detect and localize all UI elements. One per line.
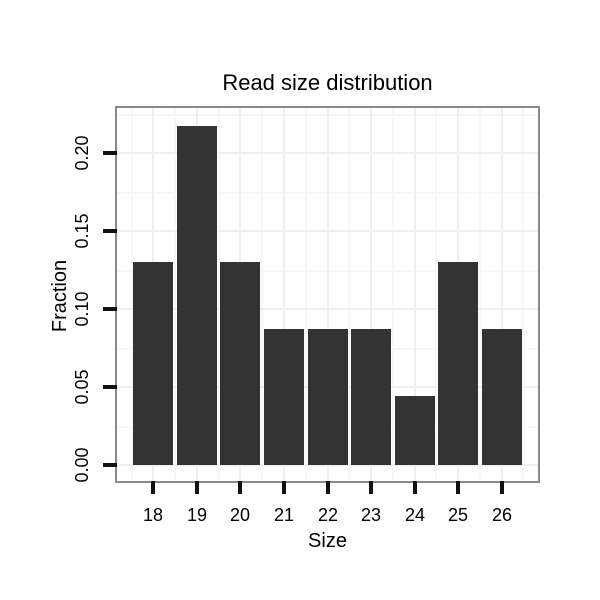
gridline-minor-x xyxy=(261,108,263,481)
y-tick-label: 0.00 xyxy=(72,447,92,483)
x-tick-label: 20 xyxy=(229,505,251,525)
x-tick-label: 19 xyxy=(186,505,208,525)
x-tick-label: 25 xyxy=(447,505,469,525)
x-tick-mark xyxy=(282,481,286,494)
x-tick-label: 18 xyxy=(142,505,164,525)
x-tick-mark xyxy=(151,481,155,494)
gridline-minor-x xyxy=(174,108,176,481)
bar-size-20 xyxy=(220,262,260,465)
x-tick-label: 24 xyxy=(404,505,426,525)
bar-size-22 xyxy=(308,329,348,465)
bar-size-21 xyxy=(264,329,304,465)
x-tick-mark xyxy=(500,481,504,494)
bar-size-23 xyxy=(351,329,391,465)
bar-size-19 xyxy=(177,126,217,465)
gridline-minor-x xyxy=(479,108,481,481)
x-tick-label: 21 xyxy=(273,505,295,525)
bar-size-26 xyxy=(482,329,522,465)
gridline-minor-x xyxy=(348,108,350,481)
x-tick-label: 26 xyxy=(491,505,513,525)
bar-size-25 xyxy=(438,262,478,465)
x-tick-label: 22 xyxy=(317,505,339,525)
x-axis-title: Size xyxy=(308,530,347,552)
y-tick-label: 0.10 xyxy=(72,291,92,327)
y-tick-label: 0.05 xyxy=(72,369,92,405)
gridline-minor-x xyxy=(522,108,524,481)
plot-panel xyxy=(117,108,538,481)
x-tick-mark xyxy=(369,481,373,494)
gridline-major-x xyxy=(283,108,285,481)
y-tick-mark xyxy=(103,307,117,311)
y-tick-mark xyxy=(103,151,117,155)
y-tick-label: 0.20 xyxy=(72,135,92,171)
y-axis-title: Fraction xyxy=(49,259,71,333)
gridline-minor-x xyxy=(305,108,307,481)
gridline-major-x xyxy=(370,108,372,481)
x-tick-label: 23 xyxy=(360,505,382,525)
gridline-minor-x xyxy=(131,108,133,481)
x-tick-mark xyxy=(195,481,199,494)
bar-size-18 xyxy=(133,262,173,465)
x-tick-mark xyxy=(413,481,417,494)
y-tick-mark xyxy=(103,385,117,389)
gridline-major-x xyxy=(327,108,329,481)
x-tick-mark xyxy=(456,481,460,494)
gridline-major-x xyxy=(414,108,416,481)
bar-size-24 xyxy=(395,396,435,465)
gridline-major-x xyxy=(501,108,503,481)
gridline-minor-x xyxy=(392,108,394,481)
chart-title: Read size distribution xyxy=(222,70,433,95)
y-tick-mark xyxy=(103,229,117,233)
gridline-minor-x xyxy=(218,108,220,481)
x-tick-mark xyxy=(238,481,242,494)
y-tick-label: 0.15 xyxy=(72,213,92,249)
x-tick-mark xyxy=(326,481,330,494)
gridline-minor-x xyxy=(435,108,437,481)
y-tick-mark xyxy=(103,463,117,467)
